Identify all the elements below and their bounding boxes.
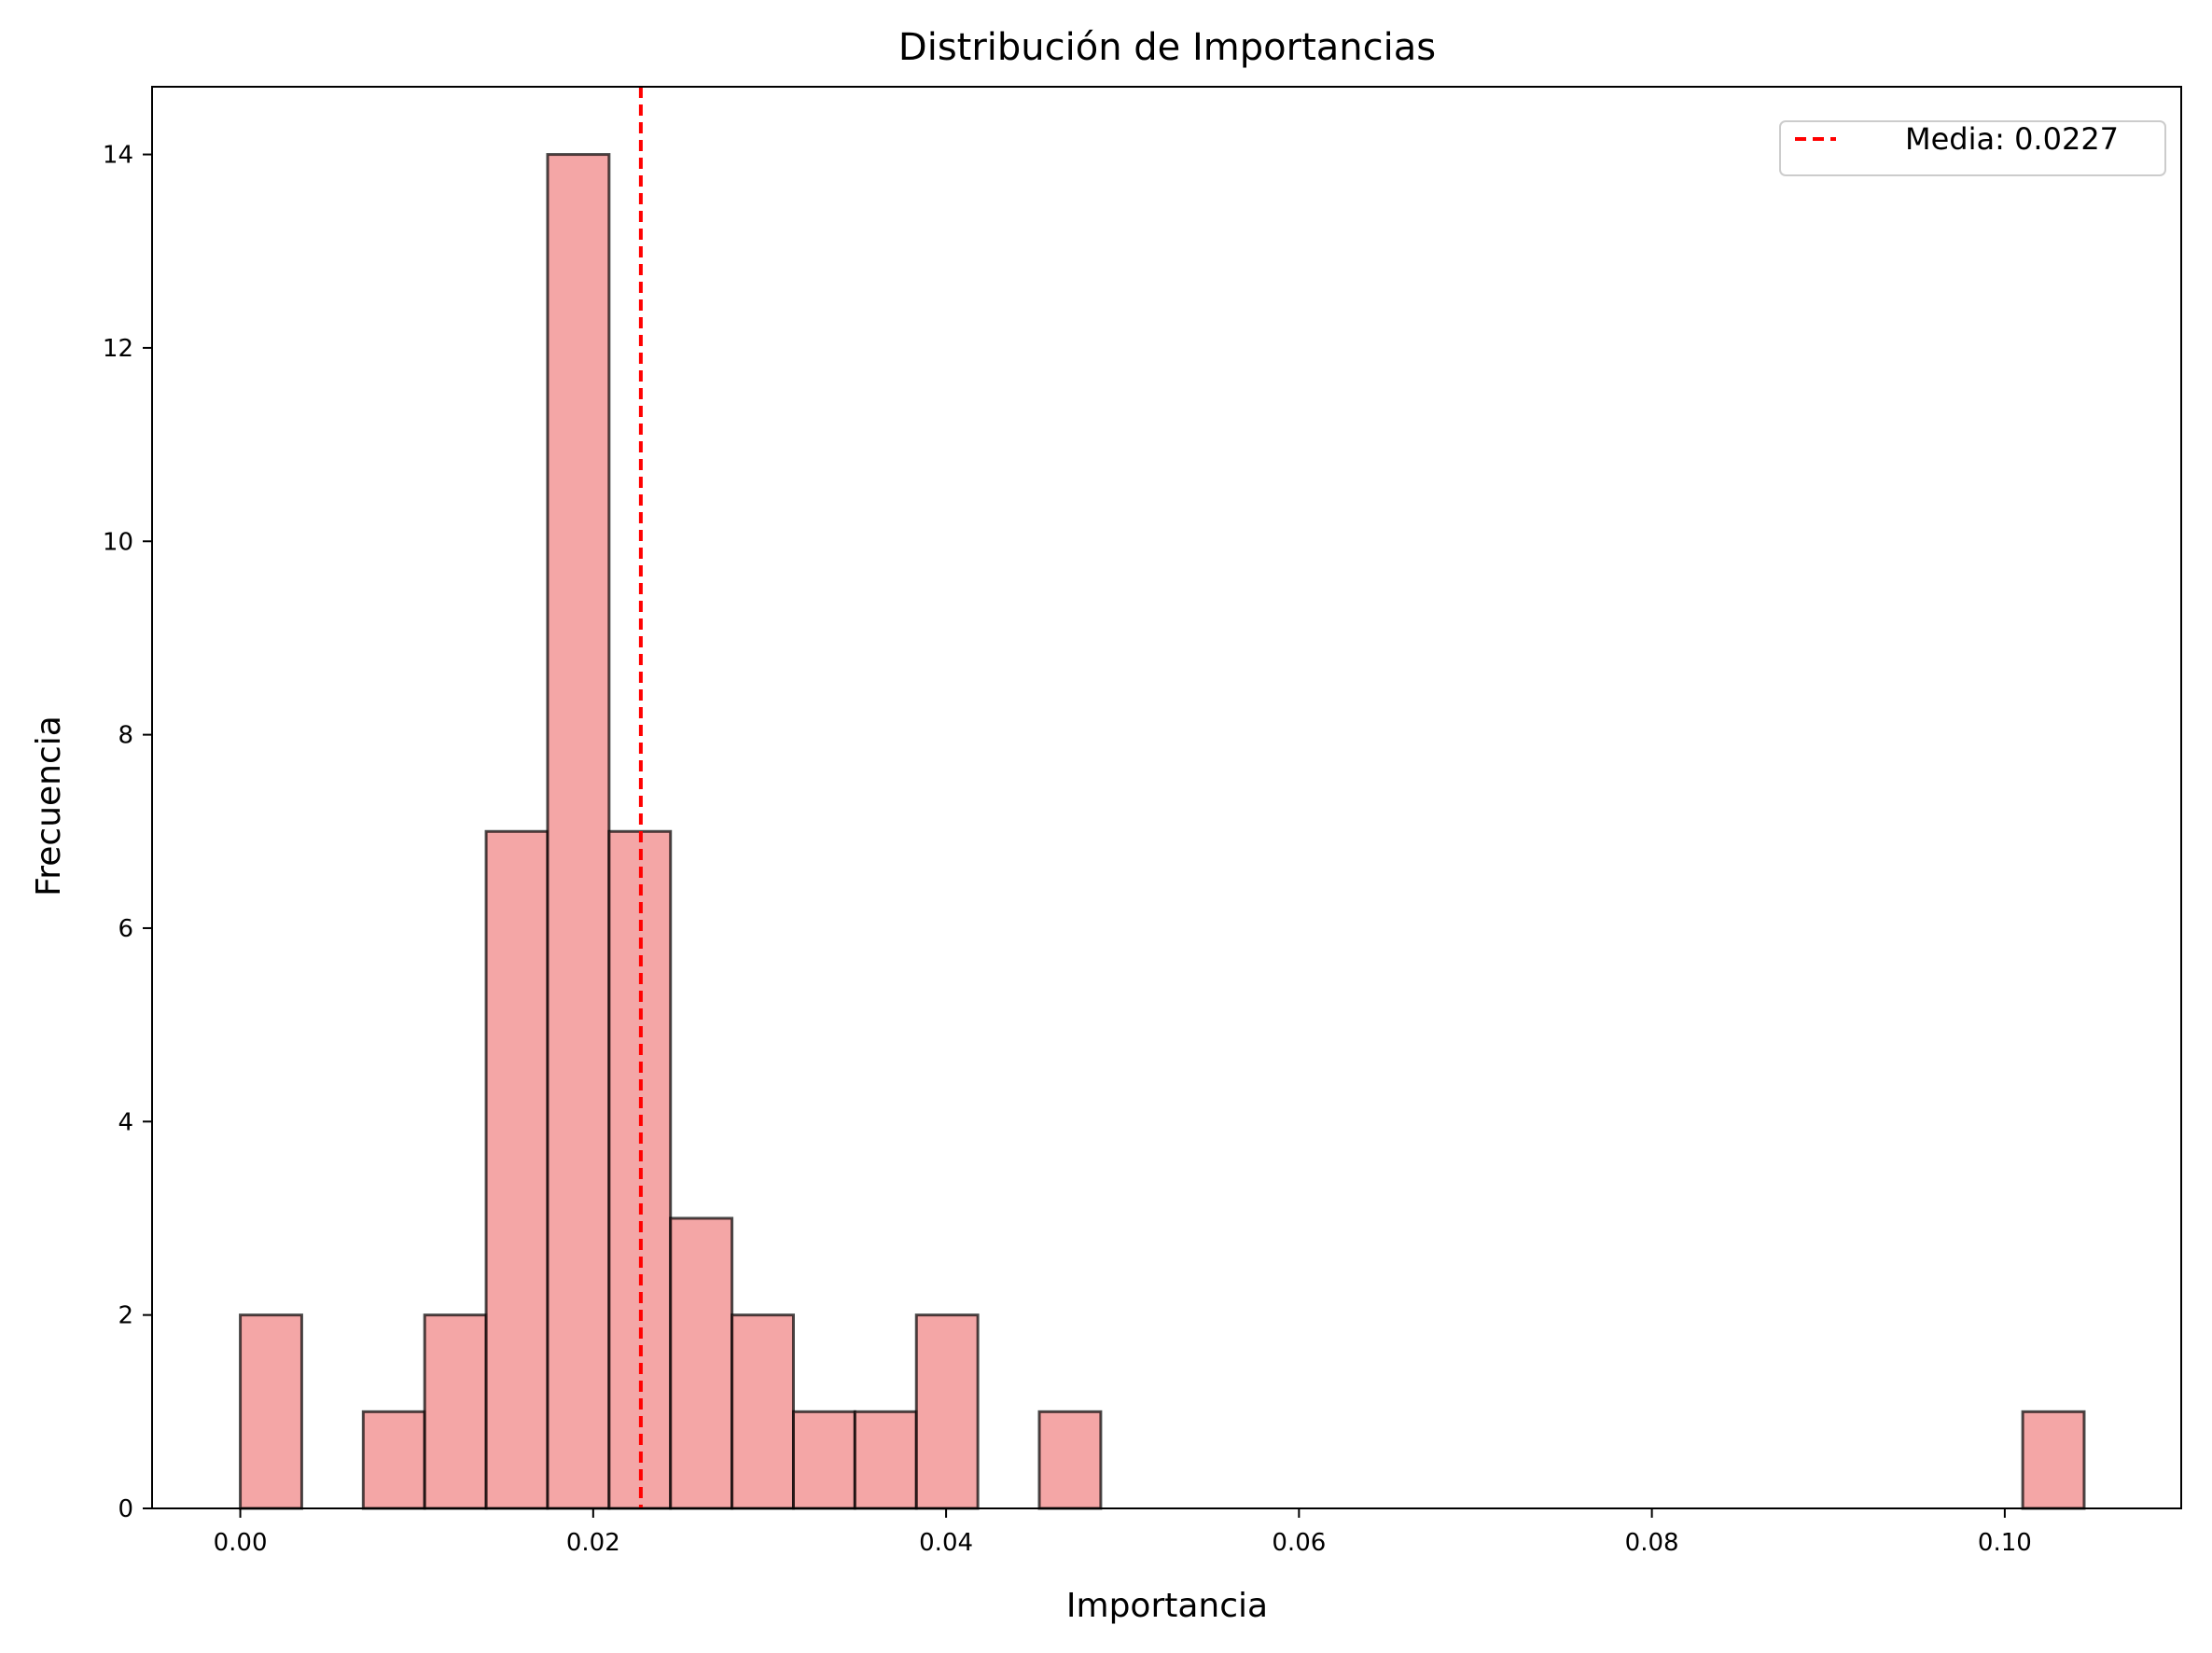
y-axis-ticks: 0 2 4 6 8 10 12 14 <box>103 142 152 1523</box>
x-tick-label: 0.00 <box>214 1529 268 1557</box>
legend-mean-label: Media: 0.0227 <box>1905 121 2119 157</box>
y-tick-label: 2 <box>118 1302 133 1330</box>
legend: Media: 0.0227 <box>1779 120 2166 176</box>
histogram-bar <box>423 1313 488 1510</box>
y-tick-label: 4 <box>118 1108 133 1136</box>
histogram-bar <box>361 1410 426 1510</box>
x-tick-label: 0.02 <box>566 1529 620 1557</box>
y-tick-label: 10 <box>103 528 133 556</box>
x-axis-label: Importancia <box>1066 1587 1268 1625</box>
y-tick-label: 0 <box>118 1495 133 1523</box>
x-tick-label: 0.06 <box>1272 1529 1326 1557</box>
axes-frame <box>151 86 2182 1509</box>
histogram-bar <box>484 829 550 1510</box>
x-axis-ticks: 0.00 0.02 0.04 0.06 0.08 0.10 <box>214 1508 2032 1557</box>
histogram-bar <box>730 1313 795 1510</box>
chart-title: Distribución de Importancias <box>898 26 1436 69</box>
y-axis-label: Frecuencia <box>30 715 68 896</box>
histogram-bar <box>1037 1410 1103 1510</box>
y-tick-label: 8 <box>118 722 133 750</box>
histogram-bar <box>546 153 611 1510</box>
x-tick-label: 0.08 <box>1625 1529 1679 1557</box>
x-tick-label: 0.04 <box>919 1529 973 1557</box>
histogram-bar <box>791 1410 856 1510</box>
histogram-bars <box>239 153 2086 1510</box>
y-tick-label: 6 <box>118 915 133 943</box>
histogram-bar <box>239 1313 303 1510</box>
histogram-bar <box>2021 1410 2086 1510</box>
y-tick-label: 14 <box>103 142 133 170</box>
histogram-bar <box>914 1313 980 1510</box>
legend-box <box>1779 120 2166 176</box>
y-tick-label: 12 <box>103 335 133 363</box>
x-tick-label: 0.10 <box>1978 1529 2032 1557</box>
histogram-bar <box>853 1410 918 1510</box>
histogram-bar <box>669 1216 734 1510</box>
